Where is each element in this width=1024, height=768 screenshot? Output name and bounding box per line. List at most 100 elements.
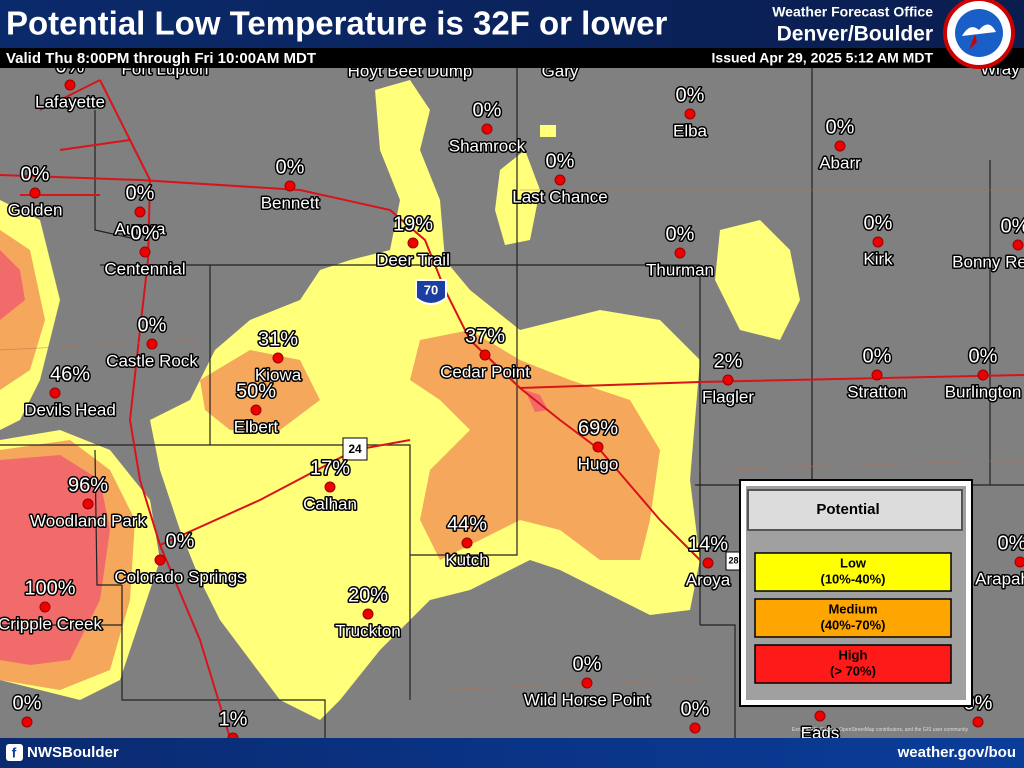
- probability-label: 17%: [310, 457, 350, 479]
- legend-header: [747, 489, 963, 531]
- place-dot: [39, 601, 51, 613]
- place-name: Elbert: [234, 417, 279, 436]
- place-dot: [872, 236, 884, 248]
- place-dot: [64, 79, 76, 91]
- place-dot: [689, 722, 701, 734]
- place-name: Truckton: [335, 621, 401, 640]
- probability-label: 31%: [258, 328, 298, 350]
- probability-label: 0%: [138, 314, 167, 336]
- place-name: Kirk: [863, 249, 893, 268]
- place-name: Arapahoe: [975, 569, 1024, 588]
- probability-label: 20%: [348, 584, 388, 606]
- probability-label: 14%: [688, 533, 728, 555]
- place-name: Lafayette: [35, 92, 105, 111]
- place-dot: [702, 557, 714, 569]
- place-name: Last Chance: [512, 187, 607, 206]
- probability-label: 0%: [676, 84, 705, 106]
- us-shield: [342, 437, 368, 461]
- place-name: Golden: [8, 200, 63, 219]
- probability-label: 0%: [998, 532, 1024, 554]
- place-name: Devils Head: [24, 400, 116, 419]
- legend: Potential Low(10%-40%) Medium(40%-70%) Hig…: [739, 479, 973, 733]
- probability-label: 0%: [546, 150, 575, 172]
- probability-label: 37%: [465, 325, 505, 347]
- place-name: Aroya: [686, 570, 731, 589]
- website[interactable]: weather.gov/bou: [897, 744, 1016, 761]
- place-name: Elba: [673, 121, 708, 140]
- county-lines: [0, 68, 1024, 738]
- legend-range: (40%-70%): [820, 617, 885, 632]
- place-name: Deer Trail: [376, 250, 450, 269]
- place-name: Kutch: [445, 550, 488, 569]
- probability-label: 0%: [826, 116, 855, 138]
- place-name: Cripple Creek: [0, 614, 102, 633]
- place-name: Shamrock: [449, 136, 526, 155]
- probability-label: 44%: [447, 513, 487, 535]
- place-dot: [284, 180, 296, 192]
- place-dot: [49, 387, 61, 399]
- social-handle[interactable]: NWSBoulder: [27, 744, 119, 761]
- place-dot: [362, 608, 374, 620]
- highway-label: 70: [424, 282, 438, 297]
- facebook-glyph: f: [12, 745, 17, 761]
- place-name: Bennett: [261, 193, 320, 212]
- probability-label: 19%: [393, 213, 433, 235]
- place-name: Burlington: [945, 382, 1022, 401]
- legend-level: Low: [840, 555, 867, 570]
- nws-logo: [943, 0, 1015, 69]
- highway-label: 287: [728, 555, 743, 565]
- place-name: Woodland Park: [30, 511, 146, 530]
- highway-label: 24: [348, 442, 362, 456]
- place-name: Stratton: [847, 382, 907, 401]
- issued: Issued Apr 29, 2025 5:12 AM MDT: [712, 50, 934, 66]
- probability-label: 0%: [666, 223, 695, 245]
- place-dot: [834, 140, 846, 152]
- legend-title: Potential: [816, 501, 879, 518]
- place-dot: [722, 374, 734, 386]
- probability-label: 0%: [21, 163, 50, 185]
- place-dot: [977, 369, 989, 381]
- probability-label: 50%: [236, 380, 276, 402]
- place-dot: [324, 481, 336, 493]
- valid-period: Valid Thu 8:00PM through Fri 10:00AM MDT: [6, 50, 316, 67]
- place-dot: [581, 677, 593, 689]
- legend-range: (10%-40%): [820, 571, 885, 586]
- office: Denver/Boulder: [777, 23, 933, 46]
- place-dot: [479, 349, 491, 361]
- office-line: Weather Forecast Office: [772, 4, 933, 20]
- place-name: Bonny Reservoir: [952, 252, 1024, 271]
- probability-label: 0%: [863, 345, 892, 367]
- probability-label: 0%: [473, 99, 502, 121]
- probability-label: 0%: [573, 653, 602, 675]
- place-name: Kiowa: [255, 365, 302, 384]
- place-name: Aurora: [114, 219, 166, 238]
- place-dot: [592, 441, 604, 453]
- probability-label: 0%: [13, 692, 42, 714]
- place-dot: [461, 537, 473, 549]
- legend-level: High: [839, 647, 868, 662]
- footer-bar: [0, 738, 1024, 768]
- place-dot: [814, 710, 826, 722]
- facebook-icon: [6, 744, 23, 761]
- probability-label: 0%: [276, 156, 305, 178]
- probability-label: 0%: [864, 212, 893, 234]
- place-dot: [154, 554, 166, 566]
- place-dot: [250, 404, 262, 416]
- place-dot: [554, 174, 566, 186]
- place-dot: [21, 716, 33, 728]
- legend-levels: Low(10%-40%) Medium(40%-70%) High(> 70%): [754, 552, 952, 684]
- legend-swatch: [754, 598, 952, 638]
- place-dot: [481, 123, 493, 135]
- probability-label: 100%: [24, 577, 75, 599]
- probability-label: 0%: [131, 222, 160, 244]
- place-name: Flagler: [702, 387, 754, 406]
- place-name: Thurman: [646, 260, 714, 279]
- probability-label: 69%: [578, 417, 618, 439]
- place-dot: [972, 716, 984, 728]
- place-dot: [82, 498, 94, 510]
- place-dot: [139, 246, 151, 258]
- place-dot: [684, 108, 696, 120]
- place-name: Castle Rock: [106, 351, 198, 370]
